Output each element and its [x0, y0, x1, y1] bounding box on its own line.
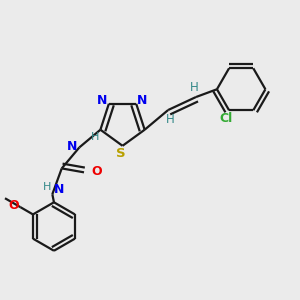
- Text: N: N: [66, 140, 77, 153]
- Text: O: O: [91, 165, 102, 178]
- Text: H: H: [90, 132, 99, 142]
- Text: H: H: [165, 112, 174, 125]
- Text: H: H: [43, 182, 52, 192]
- Text: S: S: [116, 147, 126, 161]
- Text: O: O: [8, 199, 19, 212]
- Text: N: N: [137, 94, 147, 107]
- Text: N: N: [97, 94, 108, 107]
- Text: H: H: [190, 82, 199, 94]
- Text: N: N: [54, 183, 64, 196]
- Text: Cl: Cl: [219, 112, 232, 125]
